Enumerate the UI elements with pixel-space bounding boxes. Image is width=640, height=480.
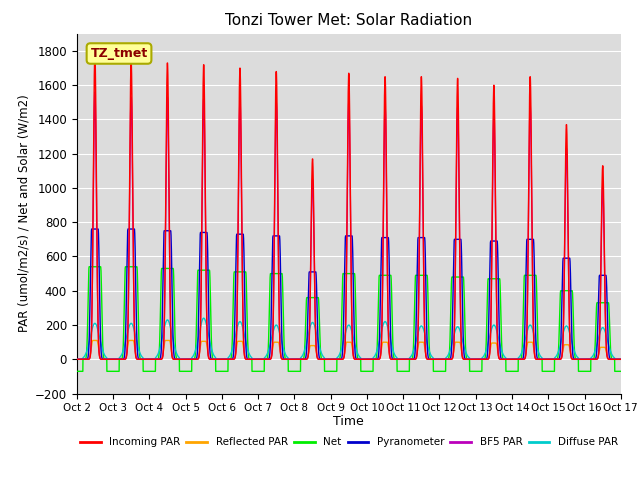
Text: TZ_tmet: TZ_tmet [90,47,148,60]
Title: Tonzi Tower Met: Solar Radiation: Tonzi Tower Met: Solar Radiation [225,13,472,28]
Y-axis label: PAR (umol/m2/s) / Net and Solar (W/m2): PAR (umol/m2/s) / Net and Solar (W/m2) [18,95,31,333]
X-axis label: Time: Time [333,415,364,428]
Legend: Incoming PAR, Reflected PAR, Net, Pyranometer, BF5 PAR, Diffuse PAR: Incoming PAR, Reflected PAR, Net, Pyrano… [76,433,622,451]
